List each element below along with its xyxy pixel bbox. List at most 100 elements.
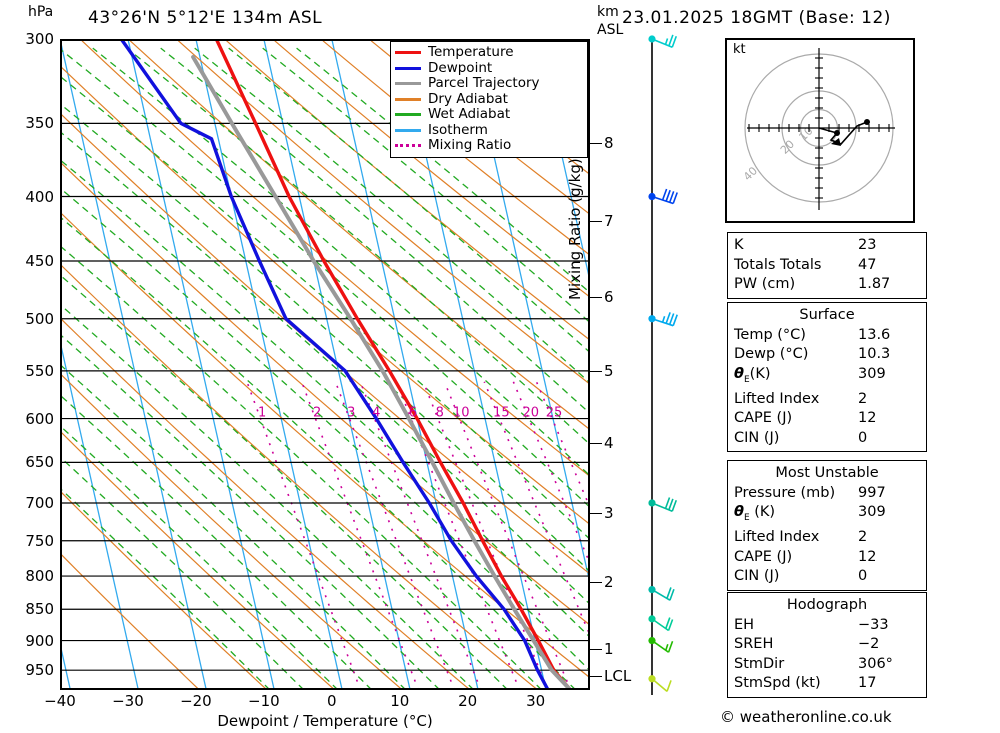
legend-item-wet-adiabat: Wet Adiabat	[395, 107, 583, 123]
km-tick-4: 4	[604, 433, 614, 452]
pressure-tick-500: 500	[25, 309, 54, 328]
index-row: K 23	[728, 236, 926, 256]
surface-row: Dewp (°C) 10.3	[728, 345, 926, 365]
hodograph-stat-key: EH	[734, 616, 755, 633]
temp-tick-30: 30	[526, 692, 546, 710]
index-key: K	[734, 237, 744, 253]
pressure-tick-550: 550	[25, 361, 54, 380]
pressure-tick-300: 300	[25, 30, 54, 48]
legend-item-dry-adiabat: Dry Adiabat	[395, 90, 583, 108]
hodograph[interactable]: kt 10 20 40	[725, 38, 915, 223]
mixing-ratio-value-10: 10	[452, 405, 470, 421]
km-tick-mark-6	[590, 296, 602, 298]
temp-tick--10: −10	[248, 692, 280, 710]
legend-swatch-icon	[395, 113, 421, 117]
wind-barb-965	[648, 675, 672, 693]
pressure-tick-750: 750	[25, 531, 54, 550]
wind-barb-900	[648, 636, 674, 653]
surface-key: Temp (°C)	[734, 326, 806, 343]
index-value: 47	[858, 256, 877, 273]
copyright-credit: © weatheronline.co.uk	[720, 708, 892, 726]
legend-swatch-icon	[395, 66, 421, 70]
most-unstable-value: 2	[858, 529, 868, 546]
most-unstable-panel: Most Unstable Pressure (mb) 997 θE (K) 309 Li…	[727, 460, 927, 591]
wind-barb-400	[648, 188, 678, 205]
temp-tick--40: −40	[44, 692, 76, 710]
pressure-tick-650: 650	[25, 453, 54, 472]
most-unstable-value: 309	[858, 504, 886, 520]
surface-key: CAPE (J)	[734, 410, 793, 427]
legend-label: Temperature	[428, 44, 514, 61]
temp-tick-10: 10	[390, 692, 410, 710]
legend-swatch-icon	[395, 97, 421, 101]
pressure-tick-400: 400	[25, 187, 54, 206]
skewt-plot[interactable]: 300 350 400 450 500 550 600 650 700 750 800 850 900 9…	[25, 30, 614, 690]
mixing-ratio-value-4: 4	[372, 405, 381, 421]
mixing-ratio-value-3: 3	[347, 405, 356, 421]
height-unit-asl-label: ASL	[597, 22, 624, 38]
pressure-tick-900: 900	[25, 631, 54, 650]
most-unstable-value: 12	[858, 548, 877, 565]
legend-item-mixing-ratio: Mixing Ratio	[395, 138, 583, 154]
km-tick-5: 5	[604, 361, 614, 380]
surface-value: 309	[858, 365, 886, 382]
legend: Temperature Dewpoint Parcel Trajectory Dry …	[390, 41, 588, 158]
mixing-ratio-value-15: 15	[493, 405, 510, 421]
lcl-tick-mark	[590, 675, 602, 677]
hodograph-stat-key: StmSpd (kt)	[734, 675, 821, 691]
mixing-ratio-axis-title: Mixing Ratio (g/kg)	[566, 158, 584, 300]
legend-label: Dry Adiabat	[428, 90, 508, 107]
surface-key: CIN (J)	[734, 429, 780, 446]
most-unstable-heading: Most Unstable	[775, 465, 879, 481]
most-unstable-key: CIN (J)	[734, 568, 780, 585]
index-row: Totals Totals 47	[728, 256, 926, 276]
km-tick-mark-3	[590, 513, 602, 515]
index-value: 1.87	[858, 276, 891, 292]
km-tick-2: 2	[604, 572, 614, 591]
surface-row: CIN (J) 0	[728, 429, 926, 449]
legend-label: Isotherm	[428, 121, 488, 138]
wind-barb-column	[648, 34, 678, 695]
surface-panel: Surface Temp (°C) 13.6 Dewp (°C) 10.3 θE(K) 30…	[727, 302, 927, 453]
legend-swatch-icon	[395, 128, 421, 132]
mixing-ratio-value-2: 2	[313, 405, 322, 421]
surface-row: Temp (°C) 13.6	[728, 326, 926, 346]
hodograph-stat-row: SREH −2	[728, 635, 926, 655]
surface-value: 10.3	[858, 346, 891, 362]
legend-swatch-icon	[395, 82, 421, 86]
km-tick-1: 1	[604, 639, 614, 658]
index-row: PW (cm) 1.87	[728, 275, 926, 295]
legend-item-isotherm: Isotherm	[395, 121, 583, 139]
temp-tick-20: 20	[458, 692, 478, 710]
legend-label: Parcel Trajectory	[428, 75, 540, 92]
pressure-tick-850: 850	[25, 600, 54, 619]
surface-key: Dewp (°C)	[734, 346, 809, 362]
km-tick-7: 7	[604, 212, 614, 231]
mixing-ratio-value-6: 6	[408, 405, 418, 421]
hodograph-stat-row: StmSpd (kt) 17	[728, 674, 926, 694]
index-key: PW (cm)	[734, 276, 796, 292]
surface-row: Lifted Index 2	[728, 390, 926, 410]
legend-item-temperature: Temperature	[395, 45, 583, 61]
hodograph-unit-label: kt	[733, 42, 746, 57]
pressure-tick-700: 700	[25, 493, 54, 512]
mixing-ratio-value-20: 20	[522, 405, 539, 421]
surface-value: 13.6	[858, 326, 891, 343]
surface-row: CAPE (J) 12	[728, 409, 926, 429]
most-unstable-row: Pressure (mb) 997	[728, 484, 926, 504]
svg-text:40: 40	[741, 164, 760, 183]
mixing-ratio-value-1: 1	[257, 405, 267, 421]
pressure-tick-800: 800	[25, 567, 54, 586]
page-title-datetime: 23.01.2025 18GMT (Base: 12)	[622, 8, 891, 28]
hodograph-stat-value: 306°	[858, 655, 893, 672]
km-tick-3: 3	[604, 504, 614, 523]
surface-value: 0	[858, 429, 868, 446]
hodograph-stats-panel: Hodograph EH −33 SREH −2 StmDir 306° StmSpd (kt…	[727, 592, 927, 698]
hodograph-stat-key: StmDir	[734, 655, 785, 672]
pressure-tick-950: 950	[25, 661, 54, 680]
hodograph-stat-heading: Hodograph	[786, 597, 868, 613]
svg-text:20: 20	[778, 138, 797, 157]
hodograph-stat-value: 17	[858, 675, 877, 691]
legend-item-dewpoint: Dewpoint	[395, 60, 583, 77]
